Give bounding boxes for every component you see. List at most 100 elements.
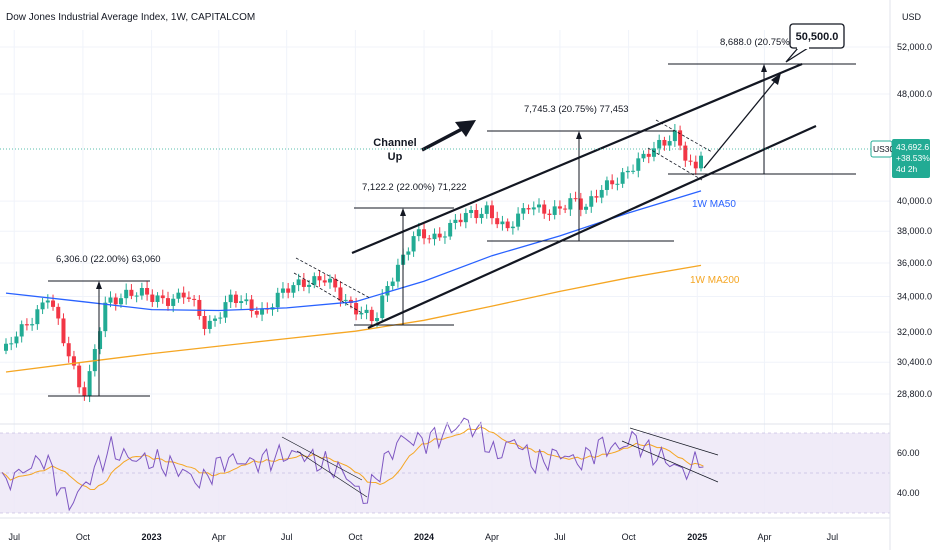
- candle-body: [354, 303, 359, 315]
- candle-body: [604, 180, 609, 190]
- candle-body: [129, 289, 134, 296]
- candle-body: [688, 160, 693, 162]
- candle-body: [150, 294, 155, 302]
- candle-body: [531, 207, 536, 210]
- price-axis-label: 48,000.0: [897, 89, 932, 99]
- candle-body: [218, 317, 223, 319]
- candle-body: [458, 219, 463, 223]
- pullback1-lower: [293, 272, 363, 314]
- candle-body: [651, 148, 656, 157]
- candle-body: [516, 213, 521, 227]
- time-axis-label: Jul: [281, 532, 293, 542]
- candle-body: [448, 222, 453, 237]
- candle-body: [646, 153, 651, 157]
- currency-label[interactable]: USD: [902, 12, 922, 22]
- candle-body: [160, 295, 165, 299]
- candle-body: [202, 316, 207, 329]
- candle-body: [672, 130, 677, 142]
- price-axis-label: 52,000.0: [897, 42, 932, 52]
- candle-body: [249, 299, 254, 312]
- measure2-label: 7,122.2 (22.00%) 71,222: [362, 182, 467, 193]
- candle-body: [155, 295, 160, 302]
- candle-body: [9, 343, 14, 345]
- ma200-line: [5, 264, 702, 373]
- candle-body: [280, 288, 285, 293]
- candle-body: [186, 297, 191, 299]
- ma50-label: 1W MA50: [692, 199, 736, 210]
- price-badge-change: +38.53%: [896, 153, 930, 163]
- candle-body: [610, 180, 615, 185]
- time-axis-label: Apr: [485, 532, 499, 542]
- candle-body: [495, 218, 500, 225]
- candle-body: [77, 365, 82, 388]
- candle-body: [594, 196, 599, 198]
- candle-body: [359, 313, 364, 315]
- candle-body: [98, 331, 103, 350]
- candle-body: [406, 251, 411, 255]
- candle-body: [453, 219, 458, 223]
- candle-body: [30, 324, 35, 326]
- candle-body: [192, 298, 197, 300]
- target-callout-gap: [797, 46, 809, 49]
- pullback1-upper: [295, 257, 371, 299]
- projection-arrow: [703, 79, 777, 169]
- measure4-label: 8,688.0 (20.75%) 86: [720, 37, 806, 48]
- candle-body: [40, 302, 45, 310]
- candle-body: [678, 130, 683, 146]
- rsi-ma-line: [1, 426, 704, 491]
- time-axis-label: Jul: [554, 532, 566, 542]
- candle-body: [589, 196, 594, 207]
- pullback2-upper: [655, 119, 713, 153]
- price-axis-label: 34,000.0: [897, 292, 932, 302]
- candle-body: [442, 236, 447, 238]
- time-axis-label: Apr: [212, 532, 226, 542]
- time-axis-label: Oct: [76, 532, 91, 542]
- candle-body: [24, 324, 29, 326]
- ma200-label: 1W MA200: [690, 275, 740, 286]
- rsi-line: [1, 417, 704, 512]
- candle-body: [275, 292, 280, 308]
- candle-body: [427, 238, 432, 240]
- candle-body: [578, 198, 583, 210]
- channel-lower-line: [367, 124, 817, 330]
- candle-body: [233, 294, 238, 304]
- channel-arrow-shaft: [421, 126, 465, 152]
- candle-body: [584, 206, 589, 210]
- candle-body: [484, 205, 489, 214]
- rsi-trend-lower-2: [621, 440, 719, 483]
- candle-body: [474, 210, 479, 219]
- time-axis-label: Oct: [348, 532, 363, 542]
- rsi-trend-upper: [281, 436, 363, 481]
- price-axis-label: 28,800.0: [897, 389, 932, 399]
- candle-body: [683, 145, 688, 161]
- candle-body: [563, 208, 568, 210]
- candle-body: [301, 279, 306, 287]
- candle-body: [87, 371, 92, 397]
- target-callout-box: [789, 23, 845, 49]
- candle-body: [625, 170, 630, 173]
- time-axis-label: Jul: [8, 532, 20, 542]
- candle-body: [631, 170, 636, 172]
- candle-body: [19, 324, 24, 337]
- candle-body: [66, 343, 71, 357]
- candle-body: [165, 298, 170, 306]
- price-badge-countdown: 4d 2h: [896, 164, 918, 174]
- candle-body: [213, 318, 218, 321]
- price-axis-label: 30,400.0: [897, 357, 932, 367]
- candle-body: [505, 221, 510, 229]
- time-axis-label: 2025: [687, 532, 707, 542]
- candle-body: [416, 229, 421, 237]
- candle-body: [547, 213, 552, 215]
- candle-body: [108, 297, 113, 303]
- candle-body: [4, 343, 8, 351]
- candle-body: [615, 183, 620, 185]
- candle-body: [124, 289, 129, 299]
- candle-body: [197, 299, 202, 317]
- candle-body: [479, 213, 484, 219]
- candle-body: [291, 285, 296, 293]
- candle-body: [521, 208, 526, 214]
- candle-body: [636, 158, 641, 171]
- candle-body: [61, 318, 66, 344]
